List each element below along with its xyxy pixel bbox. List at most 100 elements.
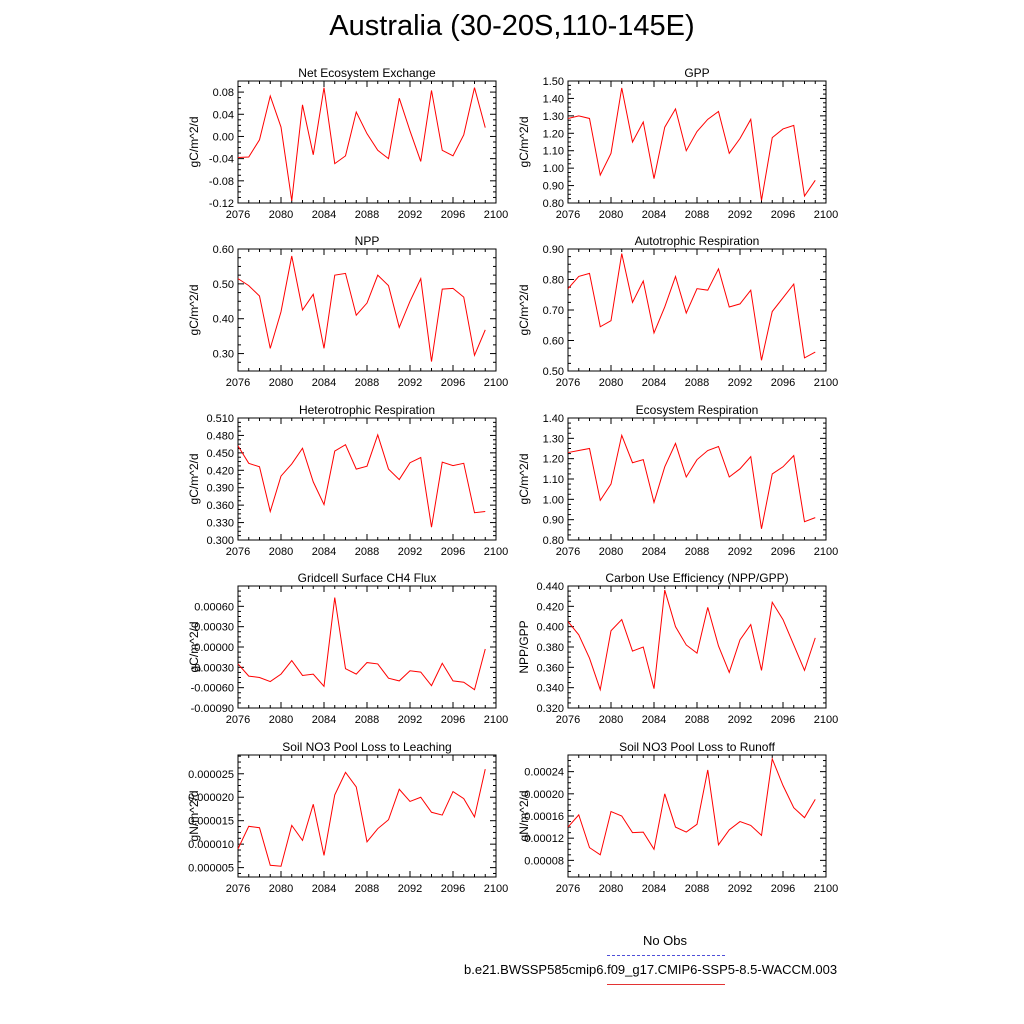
y-tick-label: 0.420	[536, 601, 564, 613]
chart-panel-10: Soil NO3 Pool Loss to Runoff gN/m^2/d 2076…	[517, 740, 838, 895]
y-tick-label: 0.08	[213, 87, 234, 99]
y-tick-label: -0.00030	[191, 662, 234, 674]
y-axis-label: gC/m^2/d	[517, 454, 531, 505]
y-tick-label: -0.00090	[191, 703, 234, 715]
x-tick-label: 2088	[355, 883, 379, 895]
x-tick-label: 2092	[728, 209, 752, 221]
x-tick-label: 2076	[226, 546, 250, 558]
x-tick-label: 2084	[642, 714, 666, 726]
y-tick-label: 0.330	[206, 518, 234, 530]
series-line	[567, 756, 816, 856]
plot-frame	[237, 585, 497, 709]
y-tick-label: 0.510	[206, 413, 234, 425]
x-tick-label: 2084	[312, 377, 336, 389]
legend-case-line	[607, 984, 725, 985]
x-tick-label: 2088	[355, 714, 379, 726]
x-tick-label: 2096	[441, 546, 465, 558]
chart-panel-9: Soil NO3 Pool Loss to Leaching gN/m^2/d 20…	[187, 740, 508, 895]
y-tick-label: 0.000005	[188, 863, 234, 875]
x-tick-label: 2076	[556, 209, 580, 221]
y-axis-label: gC/m^2/d	[517, 285, 531, 336]
x-tick-label: 2096	[771, 714, 795, 726]
y-tick-label: 0.00	[213, 131, 234, 143]
x-tick-label: 2080	[269, 546, 293, 558]
chart-panel-2: GPP gC/m^2/d 2076 2080 2084 2088 2092 2096 2100 0…	[517, 66, 838, 221]
x-tick-label: 2096	[441, 714, 465, 726]
x-tick-label: 2080	[599, 377, 623, 389]
panel-title: Soil NO3 Pool Loss to Runoff	[619, 740, 776, 754]
x-tick-label: 2076	[556, 546, 580, 558]
plot-frame	[567, 80, 827, 204]
x-tick-label: 2092	[728, 714, 752, 726]
x-tick-label: 2088	[685, 546, 709, 558]
y-tick-label: -0.00060	[191, 683, 234, 695]
x-tick-label: 2088	[685, 714, 709, 726]
panel-title: Ecosystem Respiration	[636, 403, 759, 417]
chart-panel-8: Carbon Use Efficiency (NPP/GPP) NPP/GPP 20…	[517, 571, 838, 726]
series-line	[567, 589, 816, 692]
panel-title: NPP	[355, 234, 380, 248]
x-tick-label: 2100	[814, 883, 838, 895]
x-tick-label: 2092	[728, 883, 752, 895]
panel-title: GPP	[684, 66, 709, 80]
plot-frame	[237, 248, 497, 372]
y-tick-label: 0.400	[536, 622, 564, 634]
y-axis-label: gC/m^2/d	[187, 622, 201, 673]
x-tick-label: 2096	[441, 377, 465, 389]
legend-case-label: b.e21.BWSSP585cmip6.f09_g17.CMIP6-SSP5-8…	[464, 962, 838, 977]
y-tick-label: 0.00016	[524, 811, 564, 823]
x-tick-label: 2092	[398, 209, 422, 221]
legend-obs-label: No Obs	[642, 933, 688, 948]
y-tick-label: 1.30	[543, 433, 564, 445]
x-tick-label: 2080	[599, 546, 623, 558]
y-tick-label: 0.00000	[194, 642, 234, 654]
y-tick-label: 0.00012	[524, 833, 564, 845]
y-tick-label: 0.90	[543, 515, 564, 527]
y-tick-label: 1.40	[543, 93, 564, 105]
x-tick-label: 2092	[398, 883, 422, 895]
x-tick-label: 2076	[226, 209, 250, 221]
y-tick-label: 0.00024	[524, 767, 564, 779]
y-tick-label: 0.300	[206, 535, 234, 547]
y-tick-label: 0.360	[206, 500, 234, 512]
series-line	[567, 433, 816, 529]
y-tick-label: 0.50	[213, 279, 234, 291]
y-tick-label: 0.80	[543, 535, 564, 547]
y-tick-label: 0.380	[536, 642, 564, 654]
plot-frame	[237, 754, 497, 878]
y-tick-label: 0.000010	[188, 839, 234, 851]
x-tick-label: 2088	[355, 546, 379, 558]
y-tick-label: 1.30	[543, 111, 564, 123]
y-tick-label: 1.00	[543, 494, 564, 506]
panel-title: Heterotrophic Respiration	[299, 403, 435, 417]
y-tick-label: 0.00060	[194, 601, 234, 613]
chart-panel-3: NPP gC/m^2/d 2076 2080 2084 2088 2092 2096 2100 0…	[187, 234, 508, 389]
y-tick-label: 0.30	[213, 349, 234, 361]
x-tick-label: 2096	[771, 209, 795, 221]
y-tick-label: -0.08	[209, 176, 234, 188]
chart-panel-7: Gridcell Surface CH4 Flux gC/m^2/d 2076 208…	[187, 571, 508, 726]
x-tick-label: 2084	[642, 209, 666, 221]
x-tick-label: 2084	[312, 714, 336, 726]
y-tick-label: 1.20	[543, 128, 564, 140]
y-tick-label: 0.00030	[194, 622, 234, 634]
y-axis-label: gC/m^2/d	[187, 454, 201, 505]
x-tick-label: 2096	[441, 883, 465, 895]
y-tick-label: -0.12	[209, 198, 234, 210]
x-tick-label: 2100	[484, 377, 508, 389]
main-title: Australia (30-20S,110-145E)	[329, 10, 695, 42]
panel-title: Gridcell Surface CH4 Flux	[298, 571, 437, 585]
y-tick-label: 0.450	[206, 448, 234, 460]
y-axis-label: gN/m^2/d	[517, 791, 531, 842]
y-tick-label: 0.480	[206, 430, 234, 442]
y-tick-label: 0.320	[536, 703, 564, 715]
y-axis-label: NPP/GPP	[517, 620, 531, 673]
y-tick-label: -0.04	[209, 154, 234, 166]
x-tick-label: 2076	[226, 377, 250, 389]
x-tick-label: 2092	[398, 377, 422, 389]
x-tick-label: 2092	[728, 377, 752, 389]
x-tick-label: 2076	[556, 377, 580, 389]
x-tick-label: 2100	[484, 714, 508, 726]
series-line	[567, 253, 816, 361]
x-tick-label: 2096	[771, 377, 795, 389]
